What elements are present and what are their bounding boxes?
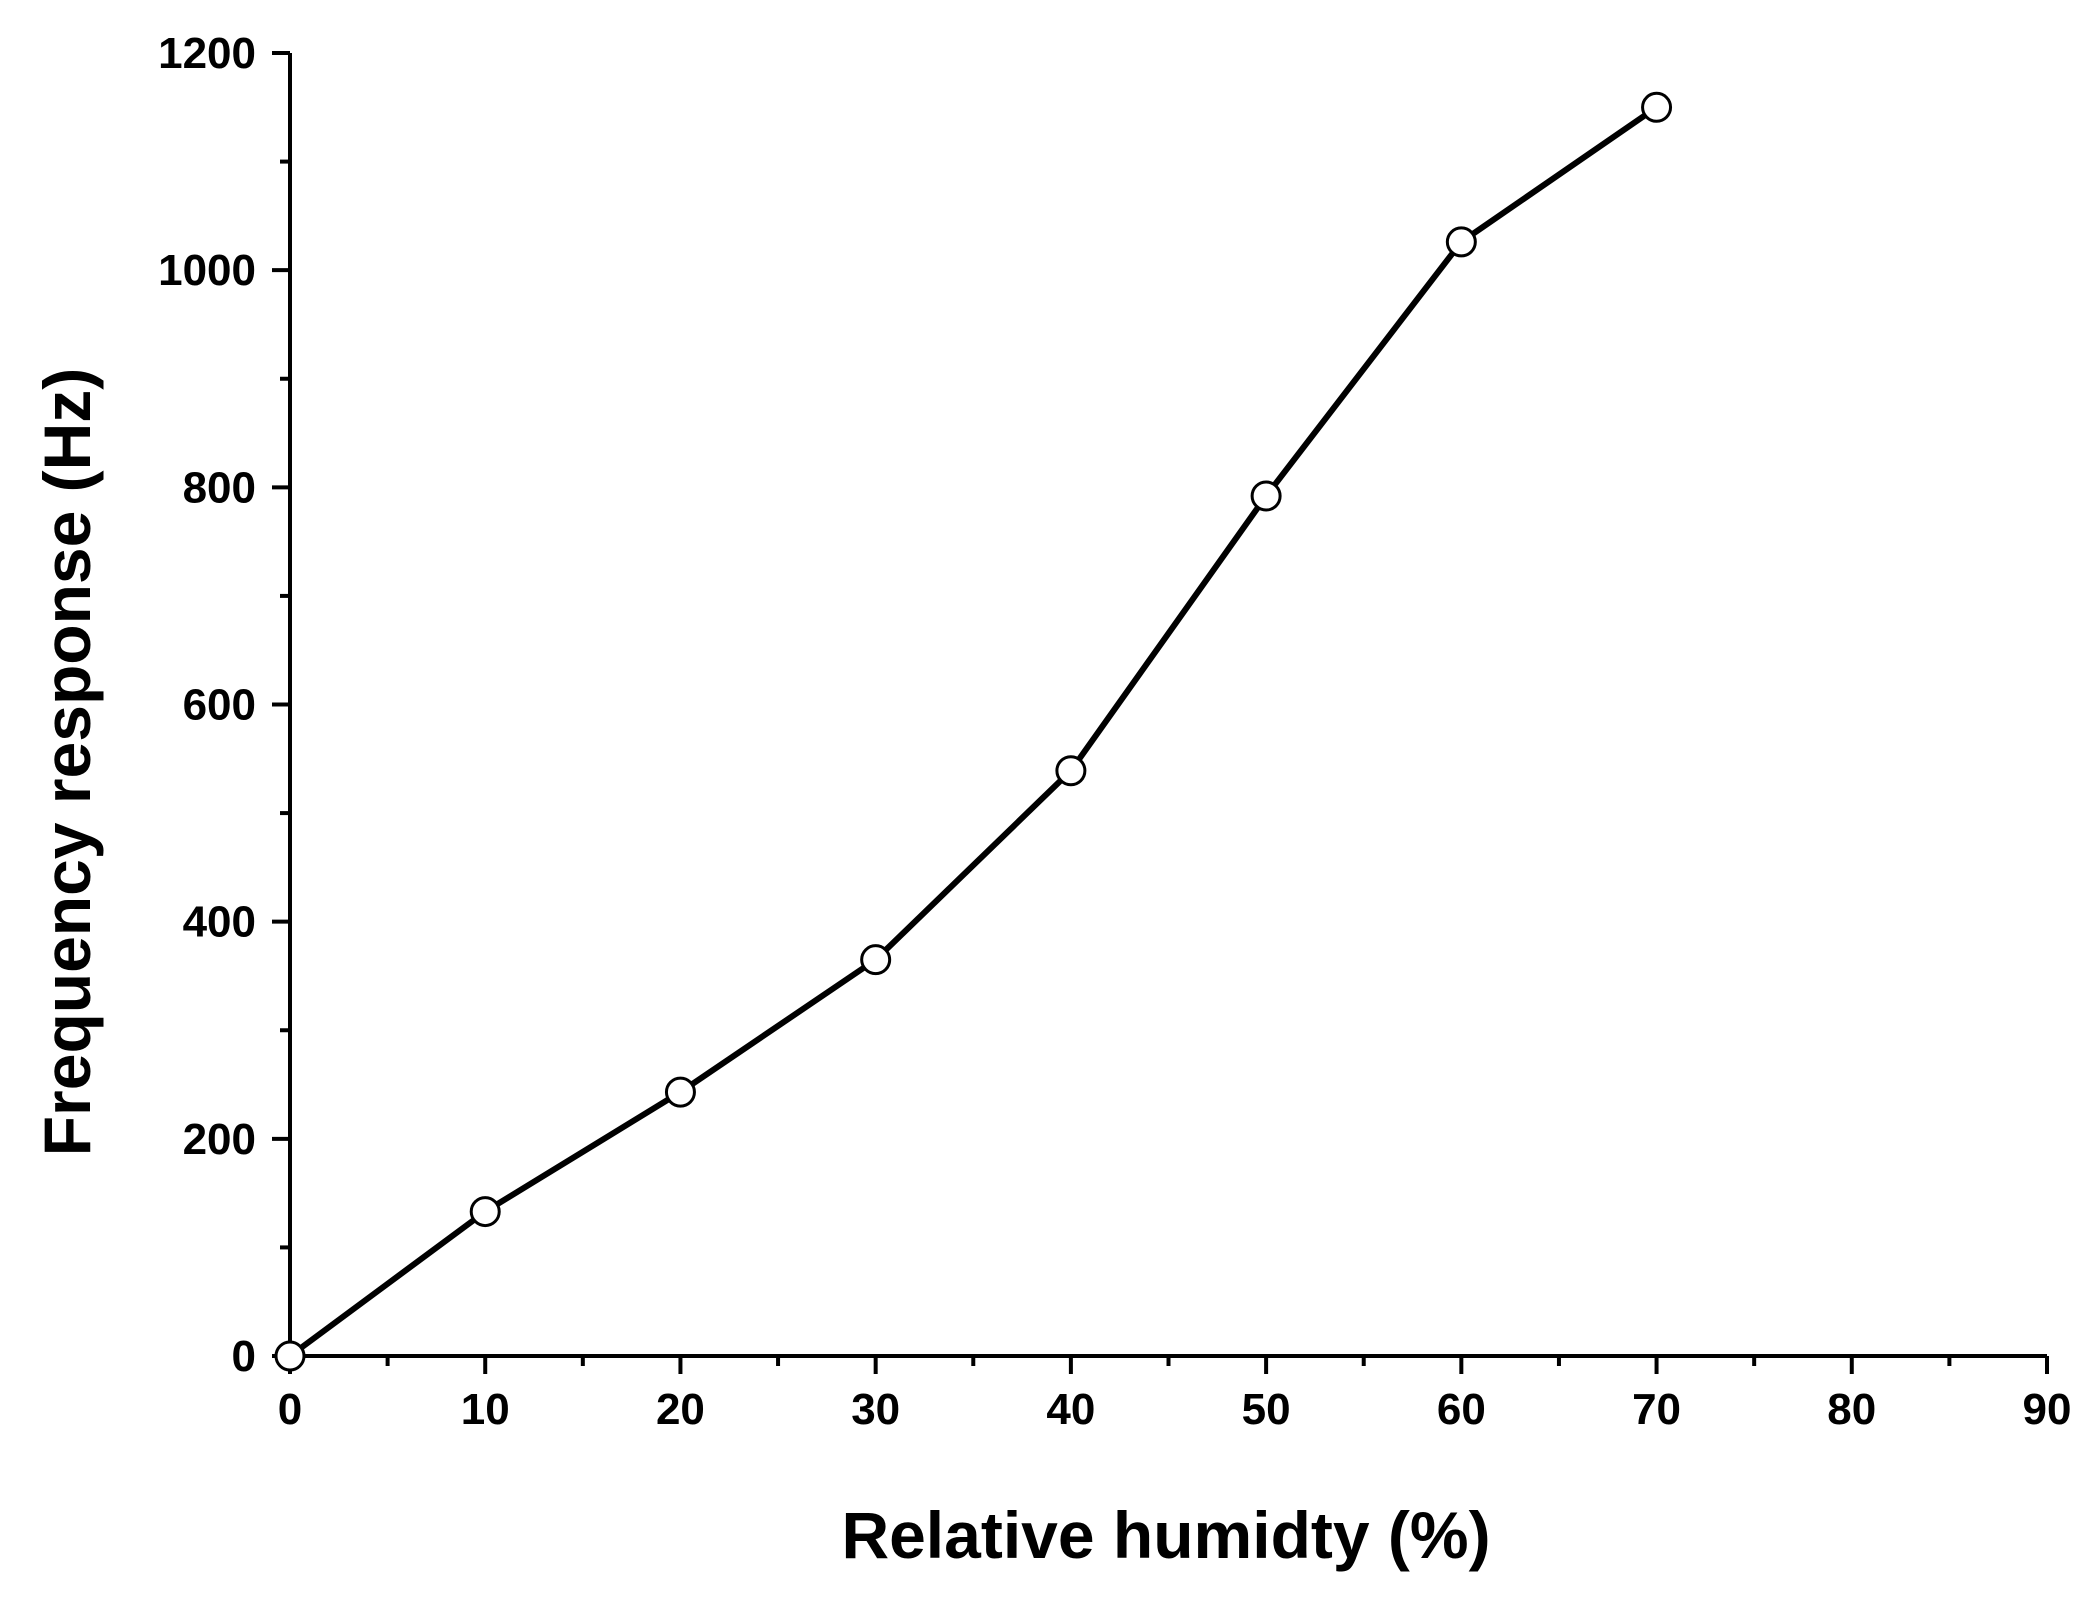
y-tick-label: 1200 [158,29,256,78]
series-line [288,104,1659,1359]
x-tick-label: 10 [461,1385,510,1434]
y-tick-label: 800 [183,463,256,512]
data-point [1055,755,1087,787]
x-tick-label: 90 [2023,1385,2072,1434]
x-tick-label: 20 [656,1385,705,1434]
data-point [274,1340,306,1372]
tick-labels: 0 10 20 30 40 50 60 70 80 90 0 200 400 600 800 1000 1200 [158,29,2071,1434]
x-tick-label: 40 [1046,1385,1095,1434]
y-tick-label: 400 [183,898,256,947]
x-tick-label: 70 [1632,1385,1681,1434]
data-point [469,1196,501,1228]
y-tick-label: 200 [183,1115,256,1164]
data-point [860,944,892,976]
data-series [274,91,1673,1372]
y-tick-label: 0 [232,1332,256,1381]
y-tick-label: 600 [183,681,256,730]
data-point [664,1076,696,1108]
x-tick-label: 0 [278,1385,302,1434]
x-tick-label: 60 [1437,1385,1486,1434]
x-tick-label: 80 [1827,1385,1876,1434]
y-axis-title: Frequency response (Hz) [30,368,104,1157]
data-point [1250,480,1282,512]
data-point [1641,91,1673,123]
axes [272,51,2049,1374]
data-point [1445,226,1477,258]
y-tick-label: 1000 [158,246,256,295]
x-tick-label: 30 [851,1385,900,1434]
x-axis-title: Relative humidty (%) [841,1498,1490,1572]
x-tick-label: 50 [1242,1385,1291,1434]
